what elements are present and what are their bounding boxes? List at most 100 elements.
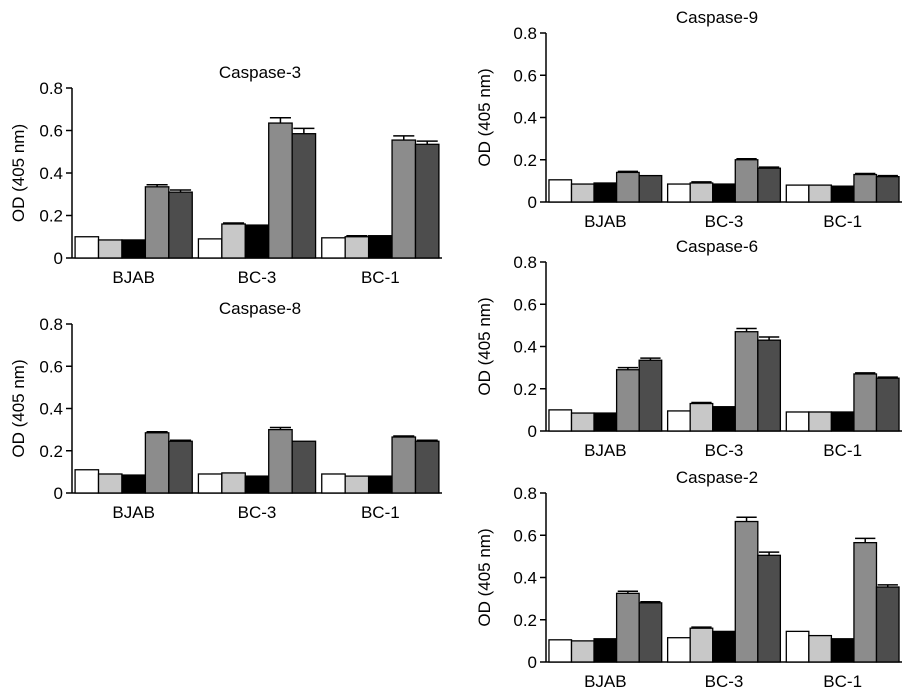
- bar-bc-3-4: [291, 440, 317, 494]
- bar-bc-3-2: [712, 630, 736, 663]
- category-label: BJAB: [584, 441, 627, 460]
- y-tick-label: 0.4: [39, 164, 63, 183]
- category-label: BJAB: [112, 268, 155, 287]
- category-label: BC-3: [238, 503, 277, 522]
- category-label: BJAB: [584, 672, 627, 691]
- bar-bc-3-0: [197, 473, 223, 494]
- y-tick-label: 0.8: [39, 79, 63, 98]
- bar-bjab-2: [121, 239, 147, 259]
- bar-bc-3-4: [757, 167, 782, 203]
- bar-bc-1-3: [391, 436, 417, 494]
- bar-bc-3-2: [712, 406, 736, 432]
- chart-panel-2: Caspase-9 OD (405 nm) 0 0.2 0.4 0.6 0.8 BJAB BC-…: [475, 8, 902, 231]
- bar-bjab-3: [144, 186, 170, 259]
- bar-bc-1-3: [853, 541, 878, 663]
- bar-bc-1-1: [808, 634, 833, 663]
- bar-bc-3-4: [291, 133, 317, 259]
- bar-bc-1-4: [875, 175, 900, 203]
- chart-panel-4: Caspase-2 OD (405 nm) 0 0.2 0.4 0.6 0.8 BJAB BC-…: [475, 468, 902, 691]
- category-label: BC-3: [705, 672, 744, 691]
- chart-title: Caspase-9: [676, 8, 758, 27]
- bar-bc-3-2: [712, 183, 736, 203]
- category-label: BJAB: [584, 212, 627, 231]
- bar-bc-1-3: [853, 173, 878, 203]
- category-label: BC-1: [361, 503, 400, 522]
- bar-bjab-2: [121, 474, 147, 494]
- bar-bc-3-3: [734, 520, 759, 663]
- bar-bjab-4: [168, 191, 193, 259]
- bar-bjab-1: [97, 473, 123, 494]
- bar-bjab-0: [74, 236, 100, 259]
- y-tick-label: 0.6: [513, 66, 537, 85]
- y-tick-label: 0.4: [513, 338, 537, 357]
- bar-bjab-0: [548, 639, 573, 663]
- bar-bc-3-3: [734, 331, 759, 432]
- y-tick-label: 0: [528, 653, 537, 672]
- y-tick-label: 0.4: [513, 109, 537, 128]
- bar-bc-1-4: [875, 586, 900, 663]
- bar-bjab-3: [615, 592, 640, 663]
- y-tick-label: 0: [528, 193, 537, 212]
- bar-bc-1-3: [853, 373, 878, 432]
- bar-bc-3-4: [757, 554, 782, 663]
- bar-bc-1-0: [321, 237, 346, 259]
- category-label: BC-3: [238, 268, 277, 287]
- chart-title: Caspase-6: [676, 237, 758, 256]
- category-label: BC-1: [361, 268, 400, 287]
- y-tick-label: 0.8: [513, 253, 537, 272]
- bar-bjab-1: [97, 239, 123, 259]
- bar-bc-3-4: [757, 339, 782, 432]
- bar-bc-3-3: [268, 428, 293, 494]
- bar-bc-1-4: [875, 377, 900, 432]
- y-tick-label: 0.4: [513, 569, 537, 588]
- y-tick-label: 0.6: [39, 357, 63, 376]
- chart-title: Caspase-3: [219, 63, 301, 82]
- bar-bjab-2: [593, 638, 618, 663]
- bar-bjab-4: [168, 440, 193, 494]
- y-axis-label: OD (405 nm): [9, 359, 28, 457]
- y-tick-label: 0.8: [39, 315, 63, 334]
- bar-bjab-1: [570, 640, 595, 663]
- bar-bc-1-0: [785, 411, 810, 432]
- bar-bjab-2: [593, 182, 618, 203]
- category-label: BJAB: [112, 503, 155, 522]
- category-label: BC-1: [823, 212, 862, 231]
- y-tick-label: 0.6: [513, 295, 537, 314]
- bar-bc-1-2: [830, 411, 855, 432]
- bar-bjab-3: [144, 432, 170, 494]
- bar-bjab-0: [548, 179, 573, 203]
- category-label: BC-1: [823, 672, 862, 691]
- bar-bc-3-0: [197, 238, 223, 259]
- bar-bc-1-1: [808, 184, 833, 203]
- y-tick-label: 0.2: [39, 442, 63, 461]
- y-tick-label: 0: [528, 422, 537, 441]
- category-label: BC-3: [705, 212, 744, 231]
- bar-bc-3-1: [689, 182, 714, 203]
- y-axis-label: OD (405 nm): [475, 68, 494, 166]
- y-axis-label: OD (405 nm): [9, 124, 28, 222]
- bar-bc-1-0: [785, 630, 810, 663]
- bar-bc-3-0: [666, 410, 691, 432]
- bar-bc-1-4: [414, 440, 440, 494]
- bar-bc-3-0: [666, 183, 691, 203]
- y-tick-label: 0.2: [513, 151, 537, 170]
- chart-title: Caspase-8: [219, 299, 301, 318]
- bar-bjab-1: [570, 412, 595, 432]
- chart-panel-3: Caspase-6 OD (405 nm) 0 0.2 0.4 0.6 0.8 BJAB BC-…: [475, 237, 902, 460]
- bar-bc-1-4: [414, 143, 440, 259]
- bar-bc-3-3: [268, 122, 293, 259]
- y-tick-label: 0.8: [513, 24, 537, 43]
- bar-bc-3-2: [244, 475, 270, 494]
- bar-bjab-0: [74, 469, 100, 494]
- bar-bc-1-0: [321, 473, 346, 494]
- bar-bc-3-1: [221, 472, 246, 494]
- bar-bjab-4: [638, 359, 663, 432]
- bar-bjab-2: [593, 412, 618, 432]
- y-tick-label: 0.2: [513, 611, 537, 630]
- bar-bc-3-3: [734, 159, 759, 203]
- bar-bc-3-0: [666, 637, 691, 663]
- bar-bc-1-1: [344, 236, 370, 259]
- y-axis-label: OD (405 nm): [475, 297, 494, 395]
- bar-bc-1-3: [391, 139, 417, 259]
